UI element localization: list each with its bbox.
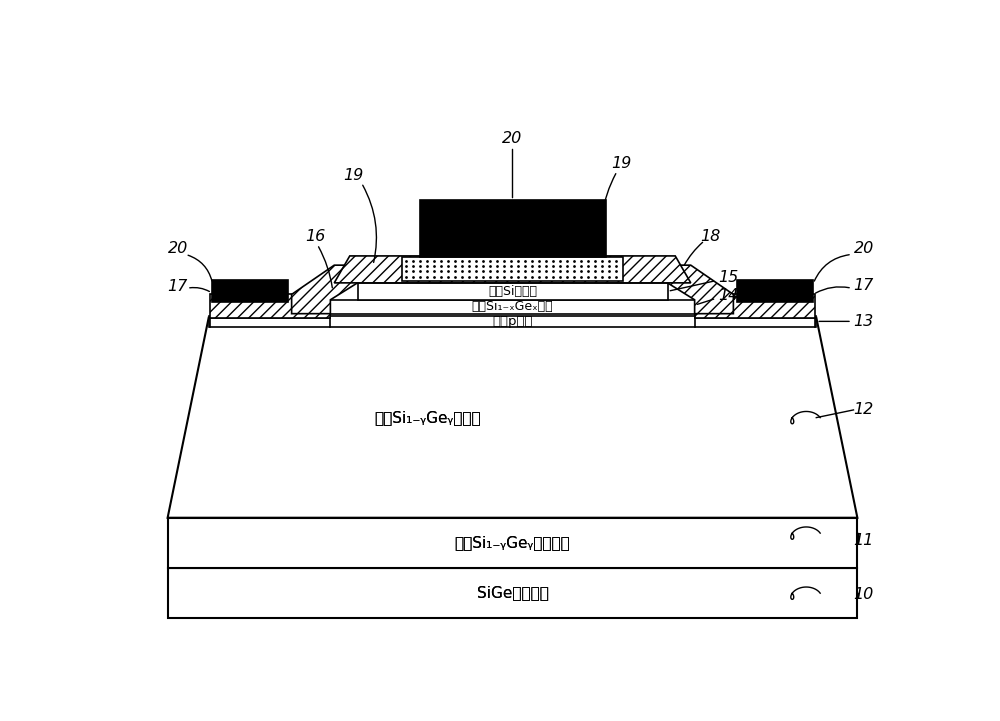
Text: 19: 19 [611,156,631,171]
Bar [695,294,815,317]
Text: 19: 19 [344,167,364,182]
Text: 18: 18 [700,229,720,244]
Text: 17: 17 [168,279,188,294]
Text: 弛豫Si₁₋ᵧGeᵧ集电区: 弛豫Si₁₋ᵧGeᵧ集电区 [374,410,481,425]
Bar [420,200,606,257]
Polygon shape [334,256,691,283]
Text: 12: 12 [854,402,874,417]
Bar [358,283,668,300]
Bar [212,280,288,302]
Text: 15: 15 [718,270,738,285]
Text: 超结p型层: 超结p型层 [492,315,533,328]
Text: 11: 11 [854,534,874,548]
Text: 应变Si发射区: 应变Si发射区 [488,285,537,298]
Text: 20: 20 [854,241,874,256]
Bar [210,294,330,317]
Text: 应变Si₁₋ₓGeₓ基区: 应变Si₁₋ₓGeₓ基区 [472,300,553,313]
Polygon shape [292,265,358,314]
Text: 16: 16 [305,229,325,244]
Text: 14: 14 [718,288,738,304]
Polygon shape [168,317,857,518]
Text: 20: 20 [502,131,523,146]
Polygon shape [668,265,733,314]
Text: 10: 10 [854,587,874,602]
Bar [168,518,857,567]
Bar [168,567,857,618]
Text: 弛豫Si₁₋ᵧGeᵧ集电区: 弛豫Si₁₋ᵧGeᵧ集电区 [374,410,481,425]
Bar [402,257,623,281]
Text: SiGe虚拟衬底: SiGe虚拟衬底 [477,585,548,601]
Bar [209,316,816,327]
Bar [330,300,695,314]
Bar [737,280,813,302]
Text: 17: 17 [854,278,874,293]
Text: 弛豫Si₁₋ᵧGeᵧ次集电区: 弛豫Si₁₋ᵧGeᵧ次集电区 [455,535,570,550]
Text: 弛豫Si₁₋ᵧGeᵧ次集电区: 弛豫Si₁₋ᵧGeᵧ次集电区 [455,535,570,550]
Text: 20: 20 [168,241,188,256]
Text: SiGe虚拟衬底: SiGe虚拟衬底 [477,585,548,600]
Text: 13: 13 [854,314,874,329]
